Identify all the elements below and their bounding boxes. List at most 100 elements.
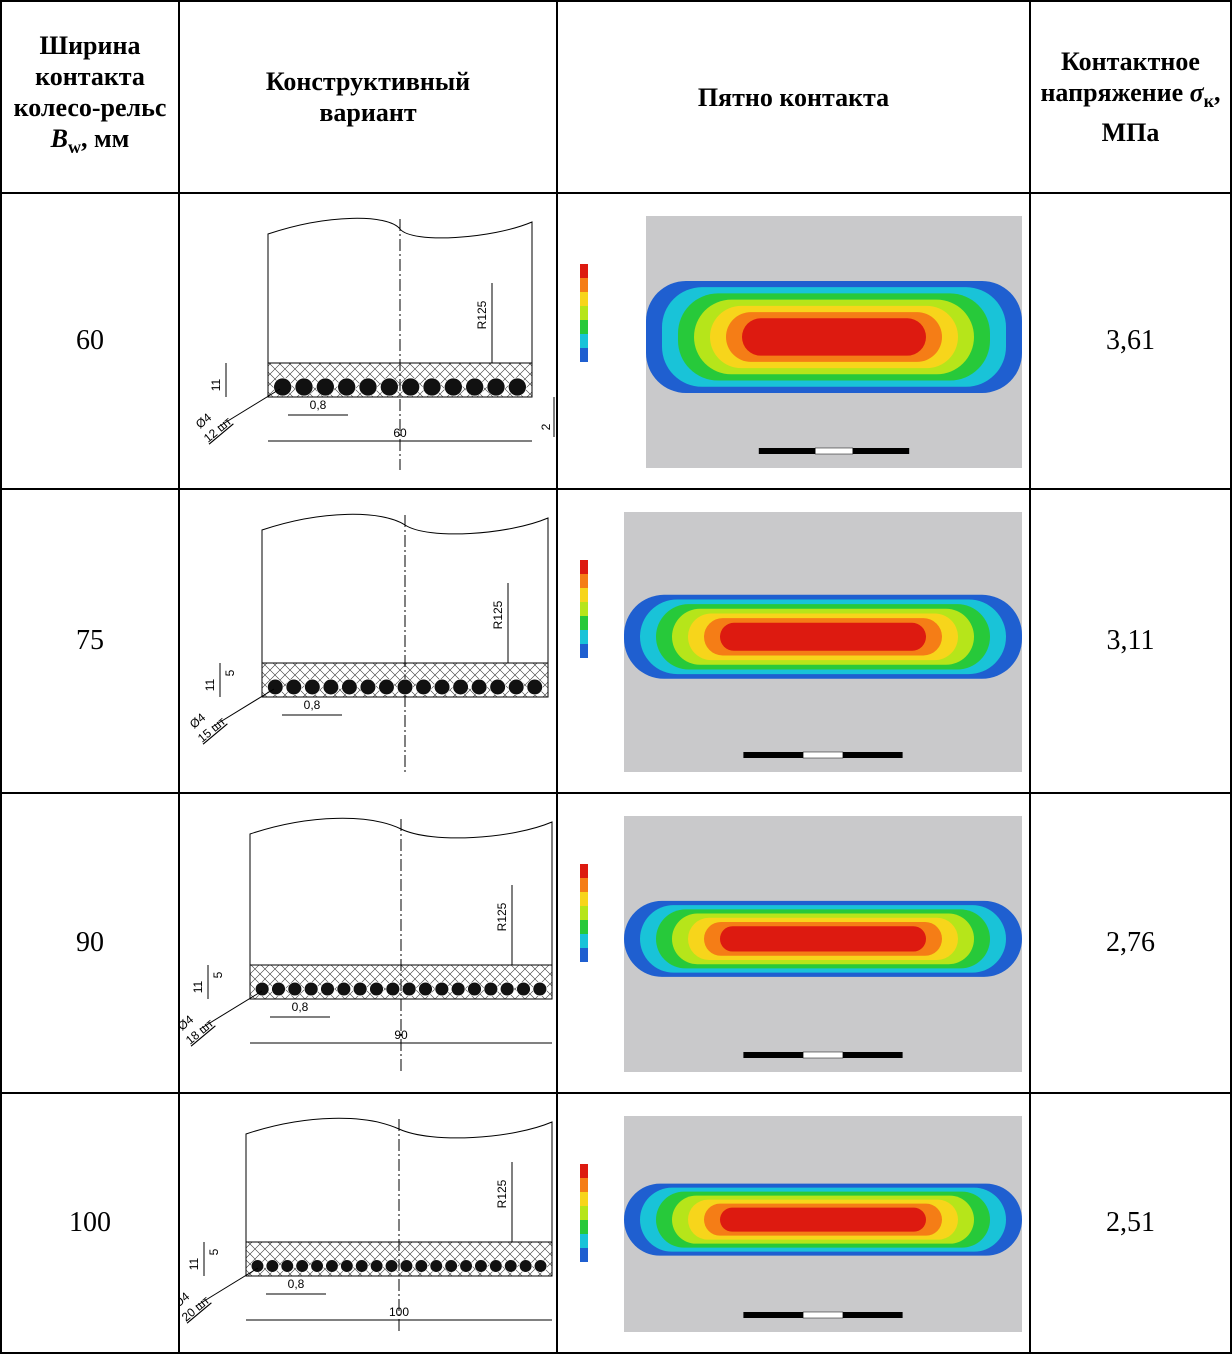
wire [500,982,514,996]
wire [475,1260,488,1273]
wire [341,1260,354,1273]
contour [742,318,926,355]
wire [267,679,283,695]
legend-swatch [580,1234,588,1248]
gap-label: 2 [555,723,556,730]
legend-swatch [580,264,588,278]
stress-value: 3,11 [1107,625,1155,657]
wire [487,378,505,396]
scale-bar-gap [803,752,843,758]
symbol: B [51,124,68,153]
legend-swatch [580,348,588,362]
text: Пятно контакта [698,82,889,113]
unit: , мм [81,124,129,153]
legend-swatch [580,920,588,934]
legend-swatch [580,292,588,306]
pitch-label: 0,8 [288,1277,305,1291]
patch-image [558,794,1029,1092]
legend-swatch [580,588,588,602]
text: Конструктивный вариант [220,66,516,128]
stress-cell: 3,61 [1031,194,1232,490]
design-cell: R125115Ø418 шт0,8902 [180,794,558,1094]
stress-cell: 2,76 [1031,794,1232,1094]
legend-swatch [580,1220,588,1234]
legend-swatch [580,1178,588,1192]
wire [266,1260,279,1273]
width-cell: 90 [0,794,180,1094]
wire [533,982,547,996]
height-label: 11 [187,1257,201,1270]
width-value: 100 [69,1207,111,1239]
text: Ширина контакта колесо-рельс [14,31,167,122]
stress-value: 3,61 [1106,325,1155,357]
legend-swatch [580,334,588,348]
wire [416,679,432,695]
wire [342,679,358,695]
legend-swatch [580,878,588,892]
wire [445,1260,458,1273]
wire [419,982,433,996]
symbol: σ [1190,78,1204,107]
legend-swatch [580,892,588,906]
wire [517,982,531,996]
legend-swatch [580,306,588,320]
wire [251,1260,264,1273]
width-value: 90 [76,927,104,959]
wire [453,679,469,695]
header-patch: Пятно контакта [558,0,1031,194]
pitch-label: 0,8 [292,1000,309,1014]
band [246,1242,552,1276]
span-label: 60 [393,426,407,440]
wire [360,679,376,695]
contour [720,926,926,951]
patch-cell [558,490,1031,794]
wire [423,378,441,396]
width-value: 60 [76,325,104,357]
legend-swatch [580,574,588,588]
wire [484,982,498,996]
layer-label: 5 [207,1248,221,1255]
gap-label: 2 [539,423,553,430]
design-drawing: R125115Ø420 шт0,81002 [180,1094,556,1352]
legend-swatch [580,616,588,630]
legend-swatch [580,934,588,948]
wire [508,378,526,396]
width-cell: 75 [0,490,180,794]
pitch-label: 0,8 [310,398,327,412]
wire [519,1260,532,1273]
wire [370,982,384,996]
patch-cell [558,1094,1031,1354]
radius-label: R125 [495,1179,509,1208]
header-text: Контактное напряжение σк, МПа [1037,46,1224,148]
subscript: w [68,138,81,158]
legend-swatch [580,948,588,962]
contour [720,1208,926,1232]
wire [490,679,506,695]
wire [338,378,356,396]
wire [400,1260,413,1273]
stress-cell: 3,11 [1031,490,1232,794]
span-label: 90 [394,1028,408,1042]
legend-swatch [580,864,588,878]
width-cell: 100 [0,1094,180,1354]
patch-image [558,1094,1029,1352]
wire [323,679,339,695]
width-value: 75 [76,625,104,657]
wire [359,378,377,396]
wire [379,679,395,695]
wire [534,1260,547,1273]
legend-swatch [580,906,588,920]
wire [286,679,302,695]
legend-swatch [580,1206,588,1220]
wire [296,1260,309,1273]
legend-swatch [580,630,588,644]
design-cell: R125115Ø415 шт0,82 [180,490,558,794]
wire [272,982,286,996]
legend-swatch [580,320,588,334]
wire [326,1260,339,1273]
wire [321,982,335,996]
legend-swatch [580,1164,588,1178]
